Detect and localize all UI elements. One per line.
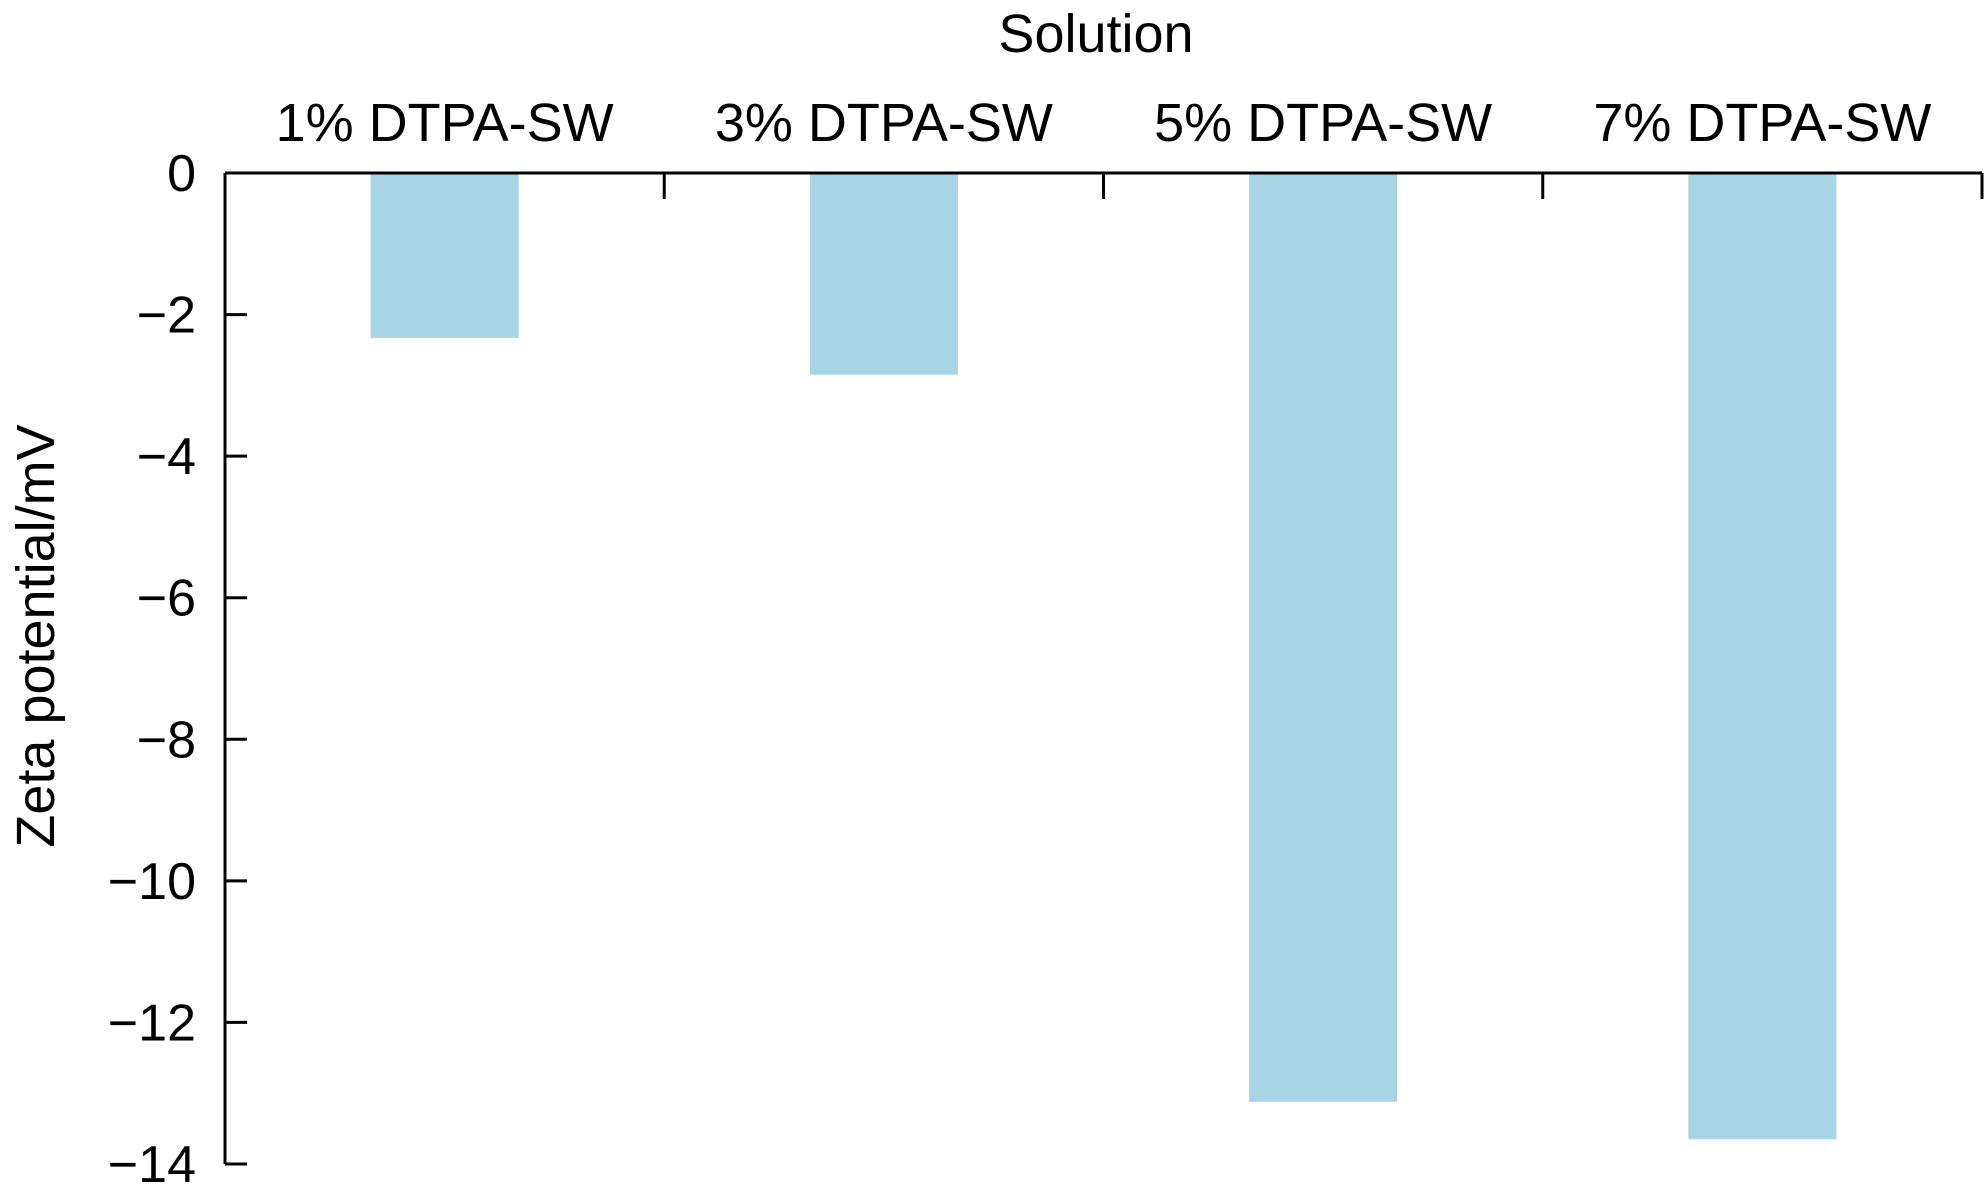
y-tick-label: −10 <box>108 853 196 911</box>
y-tick-label: −2 <box>137 287 196 345</box>
x-axis-title: Solution <box>998 4 1193 64</box>
y-tick-label: 0 <box>167 145 196 203</box>
y-tick-label: −14 <box>108 1136 196 1194</box>
x-category-label: 7% DTPA-SW <box>1593 93 1931 153</box>
y-tick-label: −12 <box>108 994 196 1052</box>
y-tick-label: −6 <box>137 570 196 628</box>
y-tick-label: −8 <box>137 711 196 769</box>
bar-3 <box>1249 173 1398 1102</box>
y-tick-label: −4 <box>137 428 196 486</box>
bars-group <box>370 173 1837 1140</box>
bar-1 <box>370 173 519 338</box>
x-category-label: 5% DTPA-SW <box>1154 93 1492 153</box>
bar-2 <box>809 173 958 375</box>
labels-group: 0 −2 −4 −6 −8 −10 −12 −14 1% DTPA-SW 3% DTPA-SW 5%… <box>108 93 1932 1194</box>
bar-4 <box>1688 173 1837 1140</box>
axes-group <box>223 171 1984 1166</box>
y-axis-title: Zeta potential/mV <box>6 424 66 847</box>
x-category-label: 1% DTPA-SW <box>276 93 614 153</box>
x-category-label: 3% DTPA-SW <box>715 93 1053 153</box>
